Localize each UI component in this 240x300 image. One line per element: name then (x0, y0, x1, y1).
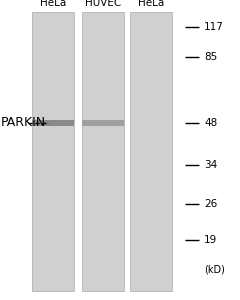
Text: 34: 34 (204, 160, 217, 170)
Bar (32, 12, 74, 291)
Text: 85: 85 (204, 52, 217, 62)
Text: 48: 48 (204, 118, 217, 128)
Text: HeLa: HeLa (40, 0, 66, 8)
Bar (82, 12, 124, 291)
Bar (130, 12, 172, 291)
Text: (kD): (kD) (204, 265, 225, 275)
Bar (32, 120, 74, 126)
Text: 117: 117 (204, 22, 224, 32)
Text: 19: 19 (204, 235, 217, 245)
Text: HUVEC: HUVEC (85, 0, 121, 8)
Text: HeLa: HeLa (138, 0, 164, 8)
Text: 26: 26 (204, 199, 217, 209)
Text: PARKIN: PARKIN (1, 116, 46, 130)
Bar (82, 120, 124, 126)
